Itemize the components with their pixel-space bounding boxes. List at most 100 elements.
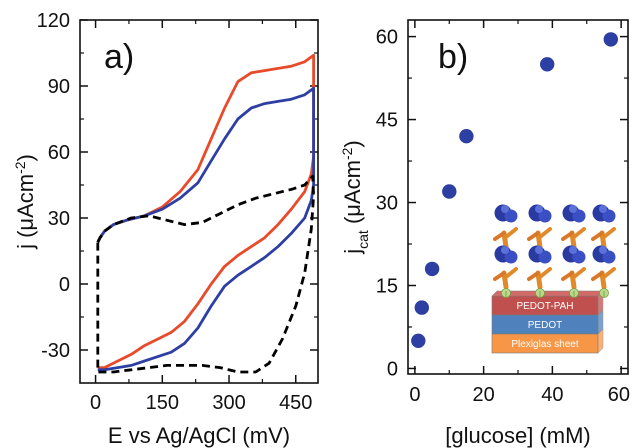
- linker-arm: [527, 271, 540, 281]
- enzyme-blob-highlight: [599, 246, 607, 254]
- panel-b: 0 15 30 45 60 0 20 40 60 PEDOT-PAH PEDOT Plexiglas …: [339, 19, 630, 448]
- enzyme-icon: [493, 204, 518, 250]
- linker-stalk: [535, 230, 543, 250]
- data-point: [540, 57, 555, 72]
- y-axis-title-a-ylabel_sup: -2: [12, 161, 28, 174]
- y-tick-label-a: 120: [37, 10, 70, 32]
- enzyme-blob: [602, 209, 616, 223]
- linker-stalk: [569, 270, 577, 290]
- y-axis-title-a-ylabel_unit: Acm: [13, 174, 38, 218]
- enzyme-icon: [591, 245, 616, 298]
- y-tick-label-b: 30: [376, 193, 398, 215]
- y-axis-title-a-ylabel_main: j (: [13, 230, 38, 250]
- linker-stalk: [599, 230, 607, 250]
- y-axis-title-a: j (μAcm-2): [12, 154, 38, 250]
- y-axis-title-b-ylabel_mu: μ: [340, 204, 365, 217]
- enzyme-blob-highlight: [535, 246, 543, 254]
- linker-stalk: [535, 270, 543, 290]
- y-tick-label-b: 0: [387, 358, 398, 380]
- y-tick-label-a: 30: [48, 208, 70, 230]
- y-axis-title-a-ylabel_mu: μ: [13, 218, 38, 231]
- data-point: [442, 184, 457, 199]
- enzyme-blob: [572, 209, 586, 223]
- y-tick-label-b: 45: [376, 110, 398, 132]
- enzyme-icon: [561, 204, 586, 250]
- y-tick-label-b: 60: [376, 27, 398, 49]
- x-tick-label-b: 40: [541, 384, 563, 406]
- x-tick-label-a: 0: [90, 392, 101, 414]
- x-tick-label-a: 450: [279, 392, 312, 414]
- enzyme-blob: [538, 209, 552, 223]
- linker-stalk: [501, 230, 509, 250]
- enzyme-blob: [538, 250, 552, 264]
- enzyme-blob-highlight: [569, 246, 577, 254]
- linker-stalk: [501, 270, 509, 290]
- y-axis-title-b-ylabel_close: ): [340, 140, 365, 147]
- x-axis-title-a: E vs Ag/AgCl (mV): [108, 423, 290, 448]
- enzyme-icon: [527, 245, 552, 298]
- data-point: [411, 333, 426, 348]
- linker-arm: [538, 267, 552, 279]
- plot-frame-a: [79, 19, 319, 384]
- y-axis-title-b: jcat (μAcm-2): [339, 140, 371, 255]
- x-tick-label-a: 300: [212, 392, 245, 414]
- y-tick-label-b: 15: [376, 276, 398, 298]
- linker-arm: [504, 267, 518, 279]
- enzyme-blob: [572, 250, 586, 264]
- y-axis-title-b-ylabel_main: j: [340, 249, 365, 255]
- panel-label-a: a): [104, 38, 134, 76]
- linker-arm: [572, 267, 586, 279]
- enzyme-blob-highlight: [599, 205, 607, 213]
- y-axis-title-b-ylabel_sub: cat: [355, 230, 371, 249]
- data-point: [459, 129, 474, 144]
- x-tick-label-a: 150: [146, 392, 179, 414]
- enzyme-icon: [561, 245, 586, 298]
- y-axis-title-a-ylabel_close: ): [13, 154, 38, 161]
- data-point: [414, 300, 429, 315]
- y-tick-label-a: 0: [59, 274, 70, 296]
- y-axis-title-b-gap: (: [340, 216, 365, 230]
- linker-arm: [504, 227, 518, 239]
- linker-arm: [493, 231, 506, 241]
- panel-label-b: b): [438, 38, 468, 76]
- enzyme-icon: [527, 204, 552, 250]
- linker-arm: [527, 231, 540, 241]
- y-axis-title-b-ylabel_sup: -2: [339, 147, 355, 160]
- linker-arm: [493, 271, 506, 281]
- linker-arm: [602, 267, 616, 279]
- enzyme-blob-highlight: [535, 205, 543, 213]
- data-point: [424, 261, 440, 277]
- cv-curve-2: [96, 86, 316, 372]
- linker-stalk: [599, 270, 607, 290]
- enzyme-icon: [493, 245, 518, 298]
- enzyme-blob: [602, 250, 616, 264]
- enzyme-blob-highlight: [569, 205, 577, 213]
- enzyme-blob-highlight: [501, 205, 509, 213]
- linker-arm: [561, 231, 574, 241]
- y-tick-label-a: 90: [48, 76, 70, 98]
- enzyme-icon: [591, 204, 616, 250]
- linker-arm: [602, 227, 616, 239]
- inset-layer-label: PEDOT: [528, 320, 562, 331]
- linker-stalk: [569, 230, 577, 250]
- y-axis-title-b-ylabel_unit: Acm: [340, 160, 365, 204]
- inset-layer-label: PEDOT-PAH: [516, 301, 573, 312]
- panel-a: -30 0 30 60 90 120 0 150 300 450 a) E vs Ag/AgCl (m…: [12, 10, 319, 448]
- inset-layer-label: Plexiglas sheet: [511, 339, 578, 350]
- inset-illustration: PEDOT-PAH PEDOT Plexiglas sheet: [491, 204, 616, 354]
- y-tick-label-a: -30: [41, 340, 70, 362]
- enzyme-blob-highlight: [501, 246, 509, 254]
- linker-arm: [591, 271, 604, 281]
- x-tick-label-b: 60: [608, 384, 630, 406]
- x-tick-label-b: 20: [473, 384, 495, 406]
- linker-arm: [572, 227, 586, 239]
- linker-arm: [538, 227, 552, 239]
- y-tick-label-a: 60: [48, 142, 70, 164]
- linker-arm: [591, 231, 604, 241]
- enzyme-blob: [504, 209, 518, 223]
- data-point: [603, 32, 618, 47]
- linker-arm: [561, 271, 574, 281]
- inset-layer-side: [597, 328, 604, 354]
- x-tick-label-b: 0: [409, 384, 420, 406]
